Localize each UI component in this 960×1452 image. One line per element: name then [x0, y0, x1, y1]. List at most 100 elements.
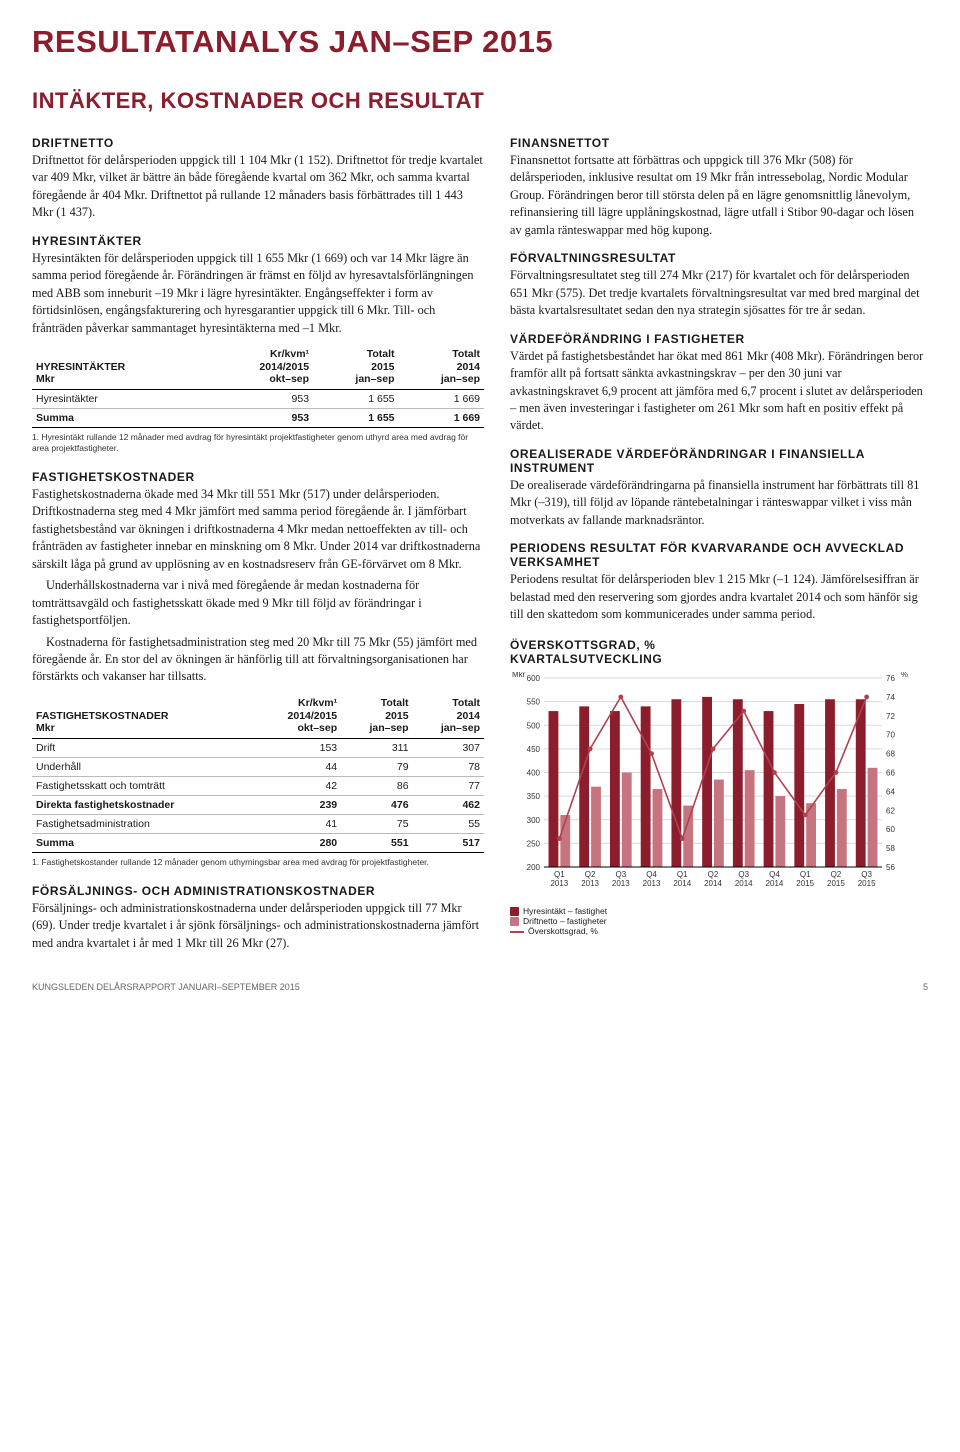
table-cell: 77 — [413, 776, 484, 795]
table-cell: 462 — [413, 795, 484, 814]
svg-text:2014: 2014 — [735, 879, 753, 888]
svg-text:2013: 2013 — [550, 879, 568, 888]
table-header: Kr/kvm¹2014/2015okt–sep — [254, 694, 341, 738]
table-cell: 42 — [254, 776, 341, 795]
driftnetto-p1: Driftnettot för delårsperioden uppgick t… — [32, 152, 484, 222]
hyres-table: HYRESINTÄKTERMkrKr/kvm¹2014/2015okt–sepT… — [32, 345, 484, 428]
svg-text:2013: 2013 — [581, 879, 599, 888]
chart-title: ÖVERSKOTTSGRAD, %KVARTALSUTVECKLING — [510, 638, 928, 666]
hyres-head: HYRESINTÄKTER — [32, 234, 484, 248]
svg-text:250: 250 — [527, 839, 541, 848]
table-cell: Direkta fastighetskostnader — [32, 795, 254, 814]
svg-text:Q3: Q3 — [861, 870, 872, 879]
finansnetto-head: FINANSNETTOT — [510, 136, 928, 150]
forsalj-p1: Försäljnings- och administrationskostnad… — [32, 900, 484, 952]
svg-text:60: 60 — [886, 825, 895, 834]
varde-p: Värdet på fastighetsbeståndet har ökat m… — [510, 348, 928, 435]
svg-text:66: 66 — [886, 768, 895, 777]
finansnetto-p: Finansnettot fortsatte att förbättras oc… — [510, 152, 928, 239]
table-row: Direkta fastighetskostnader239476462 — [32, 795, 484, 814]
table-cell: 78 — [413, 757, 484, 776]
table-row: Fastighetsskatt och tomträtt428677 — [32, 776, 484, 795]
oreal-p: De orealiserade värdeförändringarna på f… — [510, 477, 928, 529]
table-row: Underhåll447978 — [32, 757, 484, 776]
table-cell: Fastighetsskatt och tomträtt — [32, 776, 254, 795]
svg-text:Q2: Q2 — [585, 870, 596, 879]
svg-text:56: 56 — [886, 863, 895, 872]
footer-right: 5 — [923, 982, 928, 992]
period-head: PERIODENS RESULTAT FÖR KVARVARANDE OCH A… — [510, 541, 928, 569]
svg-text:Q3: Q3 — [615, 870, 626, 879]
table-row: Hyresintäkter9531 6551 669 — [32, 389, 484, 408]
table-cell: Fastighetsadministration — [32, 814, 254, 833]
svg-text:76: 76 — [886, 674, 895, 683]
table-cell: 41 — [254, 814, 341, 833]
varde-head: VÄRDEFÖRÄNDRING I FASTIGHETER — [510, 332, 928, 346]
table-header: HYRESINTÄKTERMkr — [32, 345, 208, 389]
table-cell: 79 — [341, 757, 412, 776]
table-cell: 953 — [208, 389, 313, 408]
table-cell: 153 — [254, 738, 341, 757]
svg-text:350: 350 — [527, 792, 541, 801]
table-row: Drift153311307 — [32, 738, 484, 757]
table-cell: 75 — [341, 814, 412, 833]
svg-text:2014: 2014 — [704, 879, 722, 888]
svg-text:64: 64 — [886, 787, 895, 796]
footer-left: KUNGSLEDEN DELÅRSRAPPORT JANUARI–SEPTEMB… — [32, 982, 300, 992]
svg-text:2014: 2014 — [766, 879, 784, 888]
table-cell: Hyresintäkter — [32, 389, 208, 408]
table-row: Fastighetsadministration417555 — [32, 814, 484, 833]
table-cell: 311 — [341, 738, 412, 757]
fastkost-p1: Fastighetskostnaderna ökade med 34 Mkr t… — [32, 486, 484, 573]
table-header: Totalt2015jan–sep — [313, 345, 398, 389]
fastkost-p3: Kostnaderna för fastighetsadministration… — [32, 634, 484, 686]
table-cell: 1 655 — [313, 408, 398, 427]
table-cell: 86 — [341, 776, 412, 795]
svg-text:Q3: Q3 — [738, 870, 749, 879]
hyres-p1: Hyresintäkten för delårsperioden uppgick… — [32, 250, 484, 337]
forsalj-head: FÖRSÄLJNINGS- OCH ADMINISTRATIONSKOSTNAD… — [32, 884, 484, 898]
svg-text:Mkr: Mkr — [512, 672, 526, 679]
table-cell: Underhåll — [32, 757, 254, 776]
svg-text:Q2: Q2 — [831, 870, 842, 879]
svg-text:2013: 2013 — [612, 879, 630, 888]
hyres-footnote: 1. Hyresintäkt rullande 12 månader med a… — [32, 432, 484, 454]
fast-footnote: 1. Fastighetskostander rullande 12 månad… — [32, 857, 484, 868]
svg-text:600: 600 — [527, 674, 541, 683]
table-cell: 1 669 — [399, 408, 484, 427]
svg-text:300: 300 — [527, 815, 541, 824]
svg-text:Q4: Q4 — [769, 870, 780, 879]
svg-text:2014: 2014 — [673, 879, 691, 888]
table-header: Kr/kvm¹2014/2015okt–sep — [208, 345, 313, 389]
table-header: Totalt2015jan–sep — [341, 694, 412, 738]
forvalt-head: FÖRVALTNINGSRESULTAT — [510, 251, 928, 265]
table-cell: 953 — [208, 408, 313, 427]
table-header: FASTIGHETSKOSTNADERMkr — [32, 694, 254, 738]
svg-text:58: 58 — [886, 844, 895, 853]
svg-text:550: 550 — [527, 697, 541, 706]
table-header: Totalt2014jan–sep — [413, 694, 484, 738]
svg-text:72: 72 — [886, 711, 895, 720]
table-cell: Summa — [32, 408, 208, 427]
table-header: Totalt2014jan–sep — [399, 345, 484, 389]
svg-text:68: 68 — [886, 749, 895, 758]
page-footer: KUNGSLEDEN DELÅRSRAPPORT JANUARI–SEPTEMB… — [32, 982, 928, 992]
svg-text:450: 450 — [527, 744, 541, 753]
period-p: Periodens resultat för delårsperioden bl… — [510, 571, 928, 623]
table-cell: 1 669 — [399, 389, 484, 408]
chart-legend: Hyresintäkt – fastighetDriftnetto – fast… — [510, 906, 928, 937]
table-cell: 517 — [413, 833, 484, 852]
table-cell: 476 — [341, 795, 412, 814]
table-cell: 551 — [341, 833, 412, 852]
svg-text:500: 500 — [527, 721, 541, 730]
table-row: Summa9531 6551 669 — [32, 408, 484, 427]
table-cell: 55 — [413, 814, 484, 833]
table-cell: Drift — [32, 738, 254, 757]
svg-text:70: 70 — [886, 730, 895, 739]
svg-text:Q2: Q2 — [708, 870, 719, 879]
table-cell: 239 — [254, 795, 341, 814]
table-cell: 44 — [254, 757, 341, 776]
svg-text:%: % — [901, 672, 908, 679]
svg-text:2015: 2015 — [796, 879, 814, 888]
svg-text:2015: 2015 — [858, 879, 876, 888]
